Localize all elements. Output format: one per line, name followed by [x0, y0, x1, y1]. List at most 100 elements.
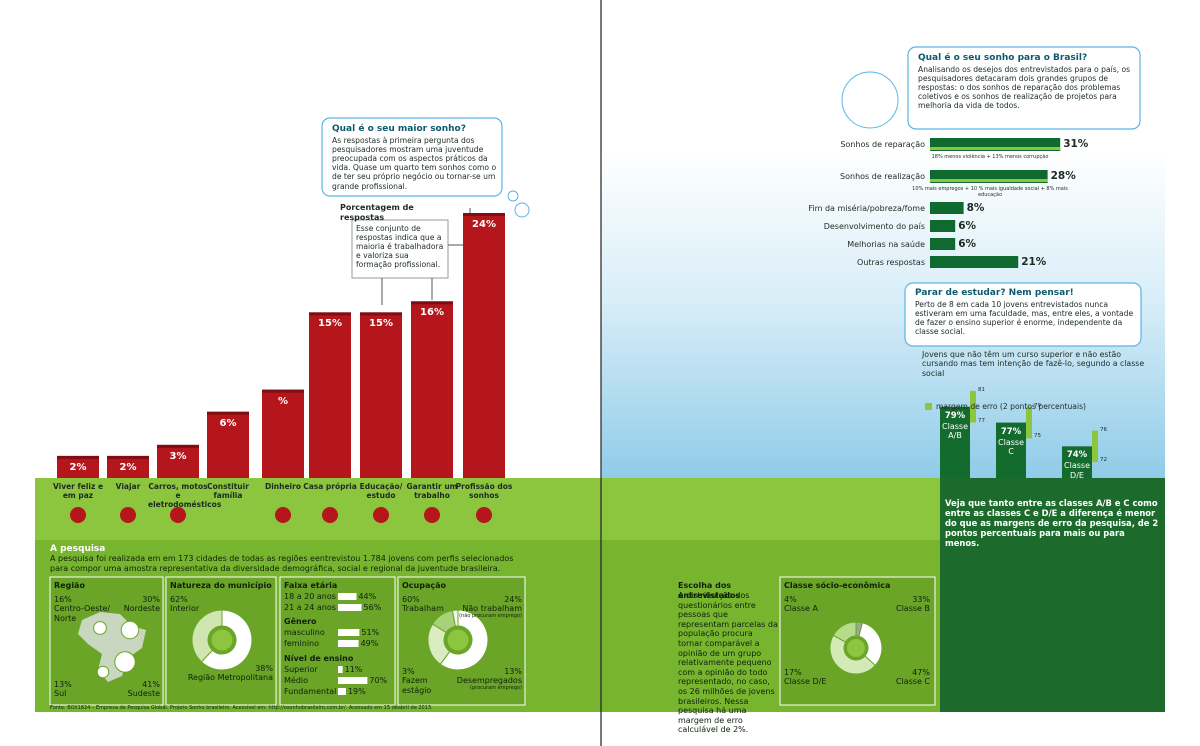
bar	[309, 312, 351, 478]
value-label: 2%	[119, 461, 137, 473]
bar	[338, 688, 346, 695]
bar	[360, 312, 402, 478]
region-bubble	[93, 621, 107, 635]
bar	[107, 455, 149, 478]
value-label: 49%	[360, 639, 379, 648]
category-label: Centro-Oeste/ Norte	[54, 604, 111, 623]
error-range	[970, 390, 976, 423]
category-label: Viajar	[115, 482, 141, 491]
category-label: Fim da miséria/pobreza/fome	[808, 204, 925, 213]
bar-top	[463, 213, 505, 216]
category-label: Profissão dos sonhos	[455, 482, 513, 500]
category-label: Superior	[284, 665, 318, 674]
box-title: Natureza do município	[170, 581, 272, 590]
chart-title: Jovens que não têm um curso superior e n…	[922, 350, 1145, 378]
callout-title: Qual é o seu maior sonho?	[332, 124, 466, 134]
bar	[338, 640, 359, 647]
pie-segment	[191, 609, 223, 663]
value-label: 44%	[358, 592, 377, 601]
value-label: 60%	[402, 595, 420, 604]
category-label: Fundamental	[284, 687, 337, 696]
category-label: Sonhos de reparação	[840, 140, 925, 149]
category-label: Outras respostas	[857, 258, 925, 267]
value-label: 8%	[966, 202, 985, 214]
range-label: 72	[1100, 457, 1107, 464]
value-label: 74%	[1066, 450, 1088, 461]
value-label: 79%	[944, 410, 966, 421]
section-title: A pesquisa	[50, 544, 106, 554]
pie-segment	[439, 609, 489, 671]
range-label: 81	[978, 386, 985, 393]
value-label: 17%	[784, 668, 802, 677]
bar-note: 10% mais empregos + 10 % mais igualdade …	[912, 186, 1068, 198]
category-label: Não trabalham	[462, 604, 522, 613]
bar	[57, 455, 99, 478]
value-label: 24%	[504, 595, 522, 604]
category-label: Classe D/E	[784, 677, 827, 686]
category-label: Casa própria	[303, 482, 357, 491]
value-label: 15%	[318, 318, 342, 330]
category-label: Viver feliz e em paz	[52, 482, 104, 500]
value-label: 13%	[504, 667, 522, 676]
category-label: Sul	[54, 689, 67, 698]
category-label: Trabalham	[402, 604, 444, 613]
category-label: Nordeste	[123, 604, 160, 613]
bar	[338, 666, 343, 673]
box-title: Ocupação	[402, 581, 446, 590]
bar-top	[309, 312, 351, 316]
legend-label: margem de erro (2 pontos percentuais)	[936, 402, 1086, 411]
pie-hole	[447, 629, 469, 651]
category-label: Classe B	[896, 604, 930, 613]
icons	[70, 507, 492, 523]
range-label: 75	[1034, 433, 1041, 440]
bar	[996, 422, 1026, 478]
age-box	[279, 576, 396, 706]
box-title: Região	[54, 581, 85, 590]
bar	[157, 444, 199, 478]
pie-segment	[829, 634, 877, 675]
box-title: Classe sócio-econômica	[784, 581, 891, 590]
error-range	[1092, 430, 1098, 463]
value-label: 19%	[347, 687, 366, 696]
bar-stripe	[930, 179, 1048, 182]
value-label: 3%	[402, 667, 415, 676]
category-label: Garantir um trabalho	[406, 482, 458, 500]
pie-segment	[200, 609, 253, 671]
bar	[1062, 446, 1092, 478]
value-label: 62%	[170, 595, 188, 604]
bar	[930, 220, 956, 232]
thought-bubble	[841, 71, 899, 129]
callout-box	[904, 282, 1142, 347]
value-label: 24%	[472, 219, 496, 230]
category-label: Classe C	[895, 677, 930, 686]
value-label: 70%	[369, 676, 388, 685]
bar	[338, 677, 368, 684]
thought-bubble	[514, 202, 530, 218]
source: Fonte: BOX1824 – Empresa de Pesquisa Glo…	[50, 705, 433, 711]
bar	[930, 238, 956, 250]
category-label: Classe D/E	[1064, 461, 1090, 480]
bar-note: 18% menos violência + 13% menos corrupçã…	[931, 154, 1049, 160]
value-label: 31%	[1063, 138, 1089, 150]
pie-hole	[211, 629, 233, 651]
bar	[463, 213, 505, 478]
value-label: 11%	[344, 665, 363, 674]
bar	[930, 256, 1019, 268]
value-label: 33%	[912, 595, 930, 604]
callout-box	[321, 117, 503, 197]
bar-top	[207, 411, 249, 415]
category-label: Sonhos de realização	[840, 172, 925, 181]
category-label: feminino	[284, 639, 320, 648]
chart-title: Porcentagem de respostas	[340, 203, 414, 222]
range-label: 77	[978, 417, 985, 424]
category-label: Carros, motos e eletrodomésticos	[148, 482, 222, 509]
value-label: 41%	[142, 680, 160, 689]
category-label: Fazem estágio	[402, 676, 432, 695]
category-label: Classe A	[784, 604, 818, 613]
category-label: Melhorias na saúde	[847, 240, 925, 249]
region-bubble	[114, 651, 136, 673]
box-title: Faixa etária	[284, 581, 338, 590]
range-label: 79	[1034, 402, 1041, 409]
